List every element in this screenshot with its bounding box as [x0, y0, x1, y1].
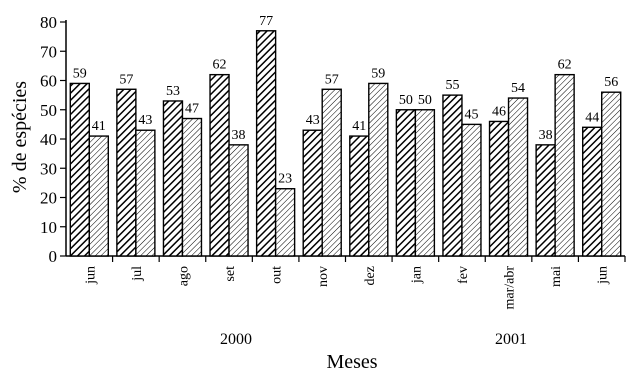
bar: [274, 188, 296, 257]
data-label: 62: [213, 58, 227, 73]
bar: [181, 117, 203, 257]
x-tick-label: set: [223, 266, 238, 282]
x-tick-label: nov: [316, 266, 331, 287]
bar: [488, 120, 510, 257]
data-label: 50: [399, 93, 413, 108]
bar: [209, 73, 230, 257]
data-label: 50: [418, 93, 432, 108]
bar: [507, 97, 529, 257]
data-label: 57: [325, 72, 339, 87]
data-label: 38: [232, 128, 246, 143]
bar: [349, 135, 370, 257]
bar: [302, 129, 323, 257]
data-label: 43: [306, 113, 320, 128]
bar: [368, 82, 389, 257]
bar: [69, 82, 90, 257]
data-label: 57: [119, 72, 133, 87]
y-tick-label: 50: [40, 101, 57, 120]
y-tick-label: 80: [40, 13, 57, 32]
data-label: 62: [558, 58, 572, 73]
bar: [321, 88, 342, 257]
x-tick-label: ago: [176, 266, 191, 286]
y-tick-label: 20: [40, 189, 57, 208]
x-tick-label: fev: [456, 266, 471, 284]
bar: [395, 109, 417, 257]
year-label-2000: 2000: [220, 331, 252, 348]
bar: [116, 88, 137, 257]
data-label: 55: [445, 78, 459, 93]
data-label: 41: [352, 119, 366, 134]
bar: [461, 123, 482, 257]
data-label: 59: [371, 66, 385, 81]
data-label: 53: [166, 84, 180, 99]
x-tick-label: out: [270, 266, 285, 284]
y-axis: 0 10 20 30 40 50 60 70 80: [40, 13, 67, 266]
y-tick-label: 30: [40, 159, 57, 178]
data-label: 41: [92, 119, 106, 134]
data-label: 43: [138, 113, 152, 128]
x-tick-label: jan: [409, 266, 424, 284]
data-label: 44: [585, 110, 599, 125]
data-label: 77: [259, 14, 273, 29]
bar: [228, 144, 249, 257]
y-tick-label: 70: [40, 42, 57, 61]
x-tick-label: mar/abr: [503, 266, 518, 310]
data-label: 47: [185, 102, 199, 117]
x-axis: jun jul ago set out nov dez jan fev mar/abr mai jun: [66, 255, 626, 310]
bar: [601, 91, 622, 257]
data-label: 23: [278, 172, 292, 187]
data-labels: 59 41 57 43 53 47 62 38 77 23 43 57 41 59 50 50 55 45 46 54…: [73, 14, 618, 187]
bar: [88, 135, 109, 257]
data-label: 45: [464, 107, 478, 122]
bars: [69, 30, 622, 257]
x-tick-label: jun: [83, 266, 98, 285]
x-tick-label: mai: [549, 266, 564, 287]
bar: [582, 126, 603, 257]
y-tick-label: 60: [40, 72, 57, 91]
y-tick-label: 10: [40, 218, 57, 237]
x-tick-label: jul: [130, 266, 145, 282]
bar: [414, 109, 436, 257]
data-label: 46: [492, 104, 506, 119]
bar: [135, 129, 156, 257]
y-axis-title: % de espécies: [9, 81, 31, 193]
bar: [535, 144, 556, 257]
bar: [442, 94, 463, 257]
bar: [554, 73, 575, 257]
x-tick-label: dez: [363, 266, 378, 285]
y-tick-label: 0: [49, 247, 58, 266]
bar: [162, 100, 184, 257]
data-label: 54: [511, 81, 525, 96]
y-tick-label: 40: [40, 130, 57, 149]
data-label: 38: [539, 128, 553, 143]
bar: [255, 30, 277, 257]
year-label-2001: 2001: [495, 331, 527, 348]
data-label: 59: [73, 66, 87, 81]
x-tick-label: jun: [596, 266, 611, 285]
x-axis-title: Meses: [326, 351, 377, 373]
data-label: 56: [604, 75, 618, 90]
